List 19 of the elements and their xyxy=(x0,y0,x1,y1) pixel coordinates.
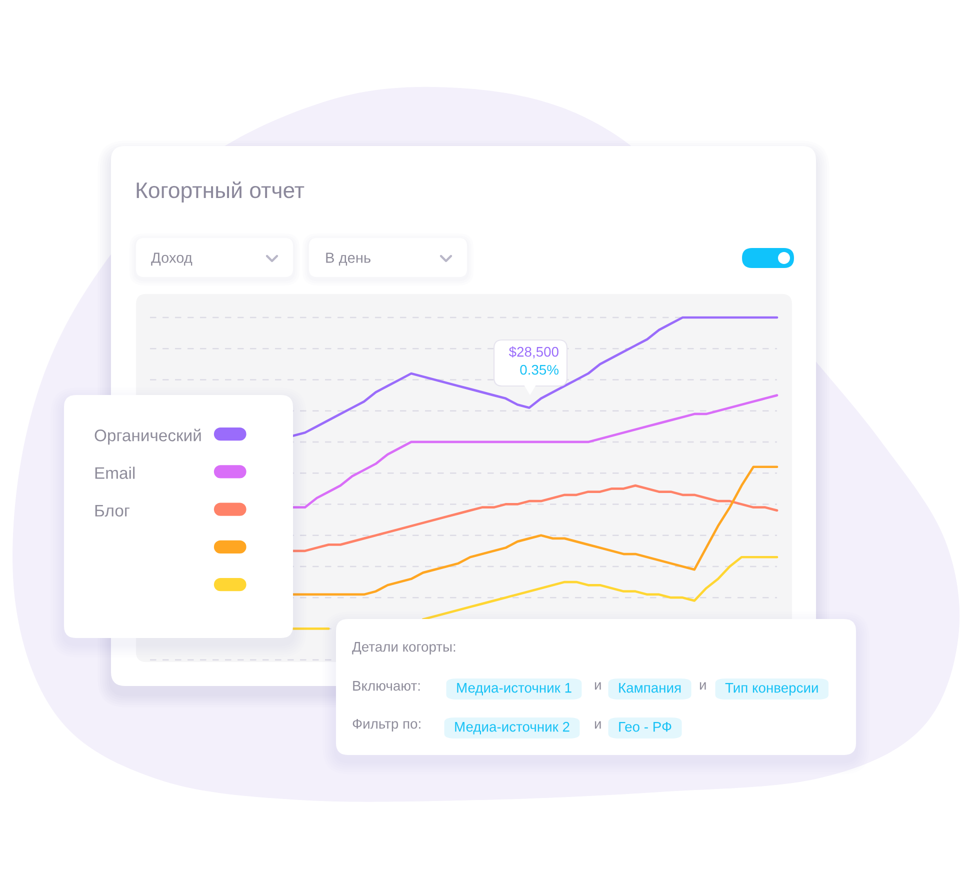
text: и xyxy=(700,682,706,690)
text: Email xyxy=(95,466,135,479)
text: и xyxy=(594,682,601,690)
text: Гео - РФ xyxy=(619,722,672,732)
text: Доход xyxy=(151,252,192,266)
text: Детали когорты: xyxy=(352,642,456,654)
text: Кампания xyxy=(619,683,681,693)
annotation: 0.35% xyxy=(520,364,559,375)
text: Тип конверсии xyxy=(725,683,818,696)
text: Медиа-источник 1 xyxy=(457,683,572,696)
text: Фильтр по: xyxy=(352,718,420,732)
text: В день xyxy=(326,252,370,266)
annotation: $28,500 xyxy=(508,346,558,358)
text: Блог xyxy=(95,504,130,517)
chart-title: Когортный отчет xyxy=(136,181,304,203)
text: Медиа-источник 2 xyxy=(455,722,570,734)
text: и xyxy=(594,721,601,729)
legend-label: Органический xyxy=(94,428,201,445)
text: Включают: xyxy=(353,681,420,691)
